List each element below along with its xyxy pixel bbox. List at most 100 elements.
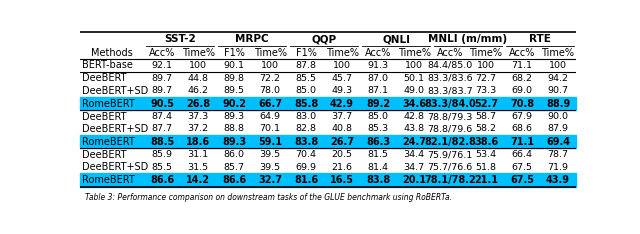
Text: 87.7: 87.7 (152, 124, 173, 133)
Text: 69.4: 69.4 (546, 137, 570, 147)
Text: 69.9: 69.9 (296, 163, 317, 172)
Text: Time%: Time% (397, 48, 431, 58)
Text: 100: 100 (477, 61, 495, 70)
Text: DeeBERT+SD: DeeBERT+SD (83, 86, 148, 96)
Text: 90.7: 90.7 (547, 86, 568, 95)
Text: 75.7/76.6: 75.7/76.6 (428, 163, 473, 172)
Text: DeeBERT: DeeBERT (83, 112, 127, 121)
Text: 91.3: 91.3 (367, 61, 388, 70)
Text: MNLI (m/mm): MNLI (m/mm) (428, 34, 508, 44)
Bar (80, 135, 576, 148)
Text: 89.7: 89.7 (152, 74, 173, 83)
Text: 70.4: 70.4 (296, 150, 317, 159)
Text: 37.2: 37.2 (188, 124, 209, 133)
Text: MRPC: MRPC (236, 34, 269, 44)
Text: 21.6: 21.6 (332, 163, 353, 172)
Text: 81.4: 81.4 (367, 163, 388, 172)
Text: 88.5: 88.5 (150, 137, 174, 147)
Text: 21.1: 21.1 (474, 175, 498, 185)
Text: 26.7: 26.7 (330, 137, 354, 147)
Text: 90.1: 90.1 (223, 61, 244, 70)
Text: 86.3: 86.3 (366, 137, 390, 147)
Text: 58.7: 58.7 (476, 112, 497, 121)
Text: 86.6: 86.6 (222, 175, 246, 185)
Text: 32.7: 32.7 (258, 175, 282, 185)
Text: 44.8: 44.8 (188, 74, 209, 83)
Text: 39.5: 39.5 (259, 150, 280, 159)
Text: 85.0: 85.0 (367, 112, 388, 121)
Text: 72.2: 72.2 (260, 74, 280, 83)
Text: Table 3: Performance comparison on downstream tasks of the GLUE benchmark using : Table 3: Performance comparison on downs… (85, 193, 452, 202)
Text: 43.8: 43.8 (403, 124, 424, 133)
Text: 52.7: 52.7 (474, 99, 498, 109)
Text: 89.3: 89.3 (222, 137, 246, 147)
Bar (80, 173, 576, 187)
Text: 85.0: 85.0 (296, 86, 317, 95)
Text: 51.8: 51.8 (476, 163, 497, 172)
Text: Time%: Time% (182, 48, 214, 58)
Text: RTE: RTE (529, 34, 551, 44)
Text: 31.5: 31.5 (188, 163, 209, 172)
Text: DeeBERT+SD: DeeBERT+SD (83, 124, 148, 134)
Text: RomeBERT: RomeBERT (83, 137, 135, 147)
Text: QQP: QQP (312, 34, 337, 44)
Text: 82.1/82.8: 82.1/82.8 (424, 137, 476, 147)
Text: 89.3: 89.3 (223, 112, 244, 121)
Text: 45.7: 45.7 (332, 74, 353, 83)
Text: 85.3: 85.3 (367, 124, 388, 133)
Text: 37.3: 37.3 (188, 112, 209, 121)
Text: 66.7: 66.7 (258, 99, 282, 109)
Text: 34.6: 34.6 (402, 99, 426, 109)
Text: 20.1: 20.1 (402, 175, 426, 185)
Text: 66.4: 66.4 (511, 150, 532, 159)
Text: 94.2: 94.2 (547, 74, 568, 83)
Text: 89.7: 89.7 (152, 86, 173, 95)
Text: 83.3/83.6: 83.3/83.6 (428, 74, 473, 83)
Text: 78.1/78.2: 78.1/78.2 (424, 175, 476, 185)
Text: 88.9: 88.9 (546, 99, 570, 109)
Text: 83.0: 83.0 (296, 112, 317, 121)
Text: 64.9: 64.9 (260, 112, 280, 121)
Text: Time%: Time% (253, 48, 287, 58)
Text: RomeBERT: RomeBERT (83, 175, 135, 185)
Text: 83.3/84.0: 83.3/84.0 (424, 99, 476, 109)
Text: 90.5: 90.5 (150, 99, 174, 109)
Text: 69.0: 69.0 (511, 86, 532, 95)
Text: 72.7: 72.7 (476, 74, 497, 83)
Text: SST-2: SST-2 (164, 34, 196, 44)
Text: 71.1: 71.1 (510, 137, 534, 147)
Text: 53.4: 53.4 (476, 150, 497, 159)
Text: 89.2: 89.2 (366, 99, 390, 109)
Text: 100: 100 (333, 61, 351, 70)
Text: 40.8: 40.8 (332, 124, 353, 133)
Text: 24.7: 24.7 (402, 137, 426, 147)
Text: 82.8: 82.8 (296, 124, 317, 133)
Text: 59.1: 59.1 (258, 137, 282, 147)
Text: 68.2: 68.2 (511, 74, 532, 83)
Text: Acc%: Acc% (509, 48, 535, 58)
Text: QNLI: QNLI (382, 34, 410, 44)
Text: 58.2: 58.2 (476, 124, 497, 133)
Text: 83.8: 83.8 (366, 175, 390, 185)
Text: 84.4/85.0: 84.4/85.0 (428, 61, 473, 70)
Text: DeeBERT+SD: DeeBERT+SD (83, 162, 148, 172)
Text: 67.5: 67.5 (511, 163, 532, 172)
Text: Time%: Time% (541, 48, 575, 58)
Text: 46.2: 46.2 (188, 86, 209, 95)
Text: 75.9/76.1: 75.9/76.1 (428, 150, 473, 159)
Text: 67.9: 67.9 (511, 112, 532, 121)
Text: 89.8: 89.8 (223, 74, 244, 83)
Text: Methods: Methods (91, 48, 133, 58)
Text: 83.8: 83.8 (294, 137, 318, 147)
Text: 86.6: 86.6 (150, 175, 174, 185)
Text: 26.8: 26.8 (186, 99, 210, 109)
Text: 100: 100 (189, 61, 207, 70)
Text: 42.9: 42.9 (330, 99, 354, 109)
Text: BERT-base: BERT-base (83, 60, 133, 70)
Text: 71.1: 71.1 (511, 61, 532, 70)
Bar (80, 97, 576, 110)
Text: 85.5: 85.5 (296, 74, 317, 83)
Text: 73.3: 73.3 (476, 86, 497, 95)
Text: 88.8: 88.8 (223, 124, 244, 133)
Text: DeeBERT: DeeBERT (83, 73, 127, 83)
